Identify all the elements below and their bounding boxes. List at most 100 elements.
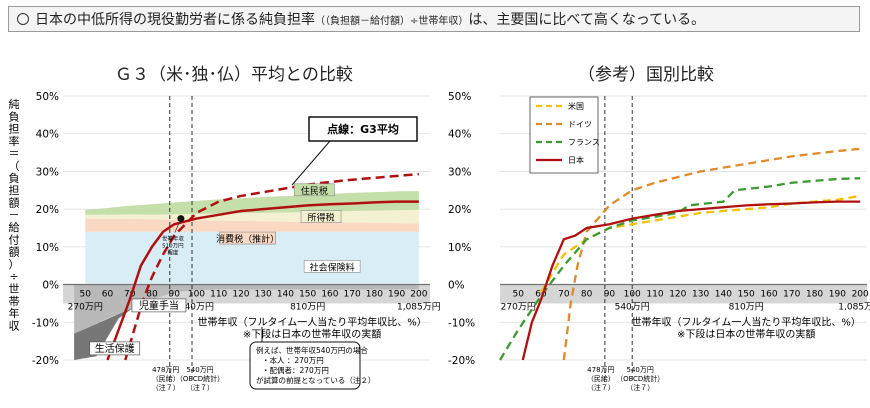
y-tick-right: 10%	[448, 242, 471, 254]
social-insurance-label: 社会保険料	[310, 261, 355, 273]
x-tick-label: 160	[321, 290, 338, 300]
reference-label: （注７）	[186, 383, 214, 392]
legend-label: ドイツ	[568, 120, 592, 129]
chart-title-countries: （参考）国別比較	[578, 65, 714, 85]
yen-label: 810万円	[729, 302, 764, 313]
y-tick-right: -20%	[448, 355, 475, 367]
y-axis-label-char: 給	[9, 220, 20, 234]
x-tick-label: 180	[366, 290, 383, 300]
x-tick-label: 140	[715, 290, 732, 300]
x-axis-note: ※下段は日本の世帯年収の実額	[243, 328, 381, 341]
y-axis-label-char: （	[9, 160, 20, 173]
reference-label: 478万円	[587, 366, 614, 374]
x-tick-label: 150	[738, 290, 755, 300]
yen-label: 270万円	[68, 302, 103, 313]
y-axis-label-char: 額	[9, 246, 20, 259]
y-axis-label-char: 付	[9, 233, 20, 246]
stack-area-3	[85, 191, 419, 215]
resident-tax-label: 住民税	[301, 185, 328, 197]
y-axis-label-char: 純	[9, 98, 20, 111]
example-line: ・配偶者：270万円	[262, 365, 329, 375]
x-tick-label: 120	[669, 290, 686, 300]
marker-pointer	[174, 218, 182, 233]
example-line: が試算の前提となっている（注２）	[256, 375, 375, 385]
x-tick-label: 200	[852, 290, 869, 300]
y-axis-label-char: ÷	[9, 270, 18, 283]
headline-formula: （（負担額－給付額）÷世帯年収）	[315, 15, 469, 27]
x-tick-label: 190	[829, 290, 846, 300]
x-tick-label: 170	[783, 290, 800, 300]
x-label-belt	[500, 283, 867, 304]
legend-box	[529, 96, 599, 174]
child-allowance-area	[74, 284, 419, 334]
x-tick-label: 100	[188, 290, 205, 300]
child-allowance-label: 児童手当	[139, 299, 179, 312]
yen-label: 540万円	[179, 302, 214, 313]
yen-label: 1,085万円	[838, 302, 870, 313]
x-tick-label: 110	[210, 290, 227, 300]
y-axis-label-char: 負	[9, 172, 20, 185]
x-tick-label: 80	[146, 290, 158, 300]
x-tick-label: 70	[124, 290, 136, 300]
x-tick-label: 60	[535, 290, 547, 300]
headline-tail: は、主要国に比べて高くなっている。	[468, 12, 706, 28]
example-line: ・本人 ：270万円	[262, 355, 324, 365]
g3-average-line	[124, 172, 419, 361]
country-line-1	[562, 147, 861, 361]
y-axis-label-char: 額	[9, 196, 20, 209]
g3-callout-text: 点線：G3平均	[327, 122, 399, 136]
legend-label: フランス	[568, 138, 600, 147]
marker-label: 510万円	[162, 243, 184, 250]
yen-label: 270万円	[501, 302, 536, 313]
y-axis-label-char: 年	[9, 306, 20, 320]
x-tick-label: 80	[581, 290, 593, 300]
y-axis-label-char: 負	[9, 110, 20, 123]
reference-label: （民給）	[587, 374, 615, 383]
example-line: 例えば、世帯年収540万円の場合	[256, 345, 368, 355]
y-axis-label-char: 世	[9, 283, 20, 296]
social-insurance-label-box	[303, 260, 361, 273]
g3-callout-pointer	[291, 140, 331, 186]
y-axis-label-char: ）	[9, 258, 20, 271]
resident-tax-label-box	[294, 183, 335, 197]
y-axis-label-char: －	[9, 209, 20, 222]
consumption-tax-label: 消費税（推計）	[216, 233, 279, 245]
chart-title-g3: Ｇ３（米･独･仏）平均との比較	[115, 65, 353, 85]
child-allowance-box	[131, 298, 187, 313]
x-tick-label: 160	[760, 290, 777, 300]
country-line-0	[540, 194, 861, 293]
headline-banner: 日本の中低所得の現役勤労者に係る純負担率 （（負担額－給付額）÷世帯年収） は、…	[8, 6, 860, 32]
x-tick-label: 190	[388, 290, 405, 300]
headline-main: 日本の中低所得の現役勤労者に係る純負担率	[35, 12, 315, 28]
y-tick-right: -10%	[448, 317, 475, 329]
reference-label: （注７）	[587, 383, 615, 392]
x-tick-label: 120	[232, 290, 249, 300]
reference-label: 478万円	[152, 366, 179, 374]
reference-label: （OECD統計）	[176, 374, 224, 383]
y-axis-label-char: 収	[9, 319, 20, 332]
legend-label: 日本	[568, 155, 584, 165]
x-axis-label: 世帯年収（フルタイム一人当たり平均年収比、%）	[197, 316, 426, 329]
y-tick-right: 0%	[448, 280, 465, 292]
income-tax-label: 所得税	[308, 212, 335, 224]
y-tick-left: -20%	[32, 355, 59, 367]
reference-label: （民給）	[152, 374, 180, 383]
y-axis-label-char: 帯	[9, 295, 20, 308]
y-axis-label-char: 担	[9, 183, 20, 197]
x-tick-label: 170	[344, 290, 361, 300]
welfare-box	[89, 341, 141, 356]
y-tick-left: 10%	[36, 242, 59, 254]
x-tick-label: 110	[646, 290, 663, 300]
y-tick-right: 50%	[448, 91, 471, 103]
y-tick-left: 30%	[36, 166, 59, 178]
y-axis-label-char: ＝	[9, 147, 20, 160]
country-line-3	[521, 200, 861, 361]
reference-label: （OECD統計）	[616, 374, 664, 383]
y-tick-right: 40%	[448, 129, 471, 141]
x-tick-label: 50	[80, 290, 92, 300]
y-tick-left: 0%	[42, 280, 59, 292]
x-axis-note: ※下段は日本の世帯年収の実額	[677, 328, 815, 341]
x-tick-label: 180	[806, 290, 823, 300]
x-tick-label: 90	[168, 290, 180, 300]
x-tick-label: 70	[558, 290, 570, 300]
